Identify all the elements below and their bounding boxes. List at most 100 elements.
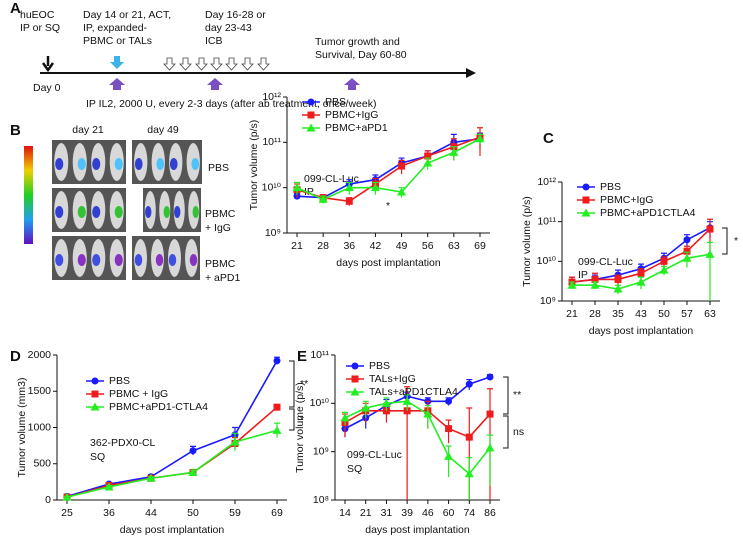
marker — [188, 467, 198, 476]
y-tick-label: 10¹⁰ — [262, 181, 282, 193]
annotation: ** — [300, 378, 308, 390]
group-label: + aPD1 — [205, 272, 240, 284]
x-tick-label: 46 — [422, 507, 434, 519]
x-tick-label: 25 — [61, 507, 73, 519]
legend-label: PBMC+aPD1 — [325, 122, 388, 134]
timeline-text: Day 14 or 21, ACT, — [83, 9, 171, 21]
marker — [591, 275, 599, 283]
annotation: * — [734, 235, 738, 247]
legend-marker — [582, 183, 590, 191]
series-line — [66, 360, 278, 498]
arrowhead — [466, 68, 476, 78]
annotation: IP — [578, 269, 588, 281]
panel-label: E — [297, 348, 307, 365]
y-tick-label: 10⁹ — [540, 295, 556, 307]
y-tick-label: 10¹⁰ — [537, 255, 557, 267]
x-tick-label: 49 — [396, 240, 408, 252]
annotation: 099-CL-Luc — [304, 173, 359, 185]
y-tick-label: 10¹¹ — [262, 136, 281, 148]
signal — [114, 158, 123, 170]
legend-marker — [91, 390, 99, 398]
x-axis-label: days post implantation — [589, 325, 694, 337]
x-tick-label: 43 — [635, 308, 647, 320]
x-tick-label: 42 — [370, 240, 382, 252]
timeline-text: huEOC — [20, 9, 55, 21]
signal — [174, 206, 181, 218]
x-tick-label: 36 — [103, 507, 115, 519]
legend-label: PBMC+IgG — [600, 194, 653, 206]
axes — [286, 97, 490, 234]
marker — [465, 380, 473, 388]
marker — [486, 373, 494, 381]
x-tick-label: 14 — [339, 507, 351, 519]
marker — [705, 249, 715, 258]
legend-label: PBS — [600, 181, 621, 193]
x-axis-label: days post implantation — [336, 257, 441, 269]
signal — [55, 158, 64, 170]
annotation: 099-CL-Luc — [578, 256, 633, 268]
legend-marker — [581, 208, 591, 217]
annotation: SQ — [347, 463, 362, 475]
legend-label: PBMC+IgG — [325, 109, 378, 121]
x-tick-label: 50 — [658, 308, 670, 320]
group-label: PBMC — [205, 208, 236, 220]
y-axis-label: Tumor volume (p/s) — [294, 382, 306, 473]
marker — [146, 473, 156, 482]
legend-marker — [90, 402, 100, 411]
signal — [155, 254, 164, 266]
signal — [189, 254, 198, 266]
y-axis-label: Tumor volume (p/s) — [521, 196, 533, 287]
x-tick-label: 21 — [291, 240, 303, 252]
day-label: day 49 — [147, 124, 179, 136]
y-tick-label: 10⁹ — [265, 227, 281, 239]
legend-label: PBS — [369, 360, 390, 372]
signal — [114, 254, 123, 266]
y-tick-label: 10¹² — [262, 91, 281, 103]
timeline-text: IP or SQ — [20, 22, 60, 34]
y-tick-label: 2000 — [28, 349, 52, 361]
marker — [230, 437, 240, 446]
legend-marker — [306, 123, 316, 132]
marker — [445, 425, 453, 433]
series-line — [296, 137, 481, 199]
marker — [402, 396, 412, 405]
marker — [340, 413, 350, 422]
annotation: ** — [513, 389, 521, 401]
x-tick-label: 28 — [317, 240, 329, 252]
x-tick-label: 31 — [381, 507, 393, 519]
error-bar — [466, 457, 473, 500]
marker — [444, 451, 454, 460]
legend-marker — [91, 377, 99, 385]
y-tick-label: 10¹² — [537, 176, 556, 188]
y-tick-label: 10¹⁰ — [310, 397, 330, 409]
timeline-text: Survival, Day 60-80 — [315, 49, 407, 61]
legend-marker — [307, 98, 315, 106]
annotation: IP — [304, 186, 314, 198]
x-tick-label: 69 — [271, 507, 283, 519]
x-tick-label: 60 — [443, 507, 455, 519]
signal — [114, 206, 123, 218]
x-tick-label: 39 — [401, 507, 413, 519]
x-tick-label: 50 — [187, 507, 199, 519]
marker — [567, 280, 577, 289]
start-arrow — [41, 56, 55, 73]
marker — [486, 410, 494, 418]
x-tick-label: 44 — [145, 507, 157, 519]
y-tick-label: 10¹¹ — [310, 349, 329, 361]
legend-marker — [307, 111, 315, 119]
timeline-text: PBMC or TALs — [83, 35, 152, 47]
signal — [145, 206, 152, 218]
panel-label: B — [10, 122, 21, 139]
timeline-text: IP IL2, 2000 U, every 2-3 days (after ab… — [86, 98, 376, 110]
marker — [683, 236, 691, 244]
icb-arrows — [163, 57, 270, 71]
error-bar — [445, 445, 452, 477]
x-axis-label: days post implantation — [365, 524, 470, 536]
x-tick-label: 74 — [463, 507, 475, 519]
marker — [614, 275, 622, 283]
marker — [381, 398, 391, 407]
legend-label: PBMC+aPD1-CTLA4 — [109, 401, 208, 413]
x-tick-label: 36 — [343, 240, 355, 252]
marker — [104, 482, 114, 491]
